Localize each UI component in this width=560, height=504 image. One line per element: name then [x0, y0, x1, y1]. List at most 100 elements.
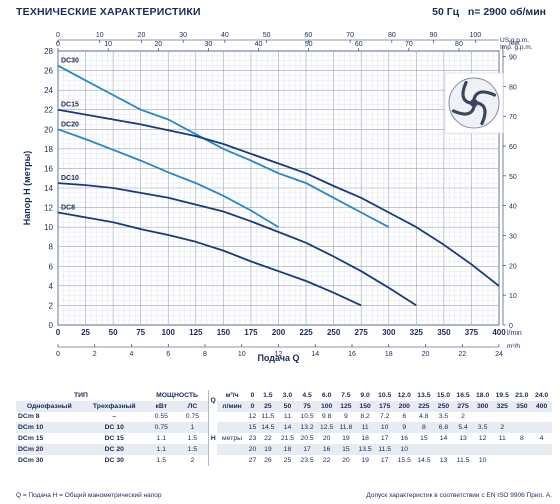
page-header: ТЕХНИЧЕСКИЕ ХАРАКТЕРИСТИКИ 50 Гц n= 2900… [16, 6, 546, 20]
m3h-tick-label: 10 [238, 351, 246, 358]
q-m3h-value: 4.5 [302, 391, 312, 399]
imp-gpm-tick-label: 10 [104, 41, 112, 48]
head-value [512, 443, 532, 455]
page-footer: Q = Подача H = Общий манометрический нап… [16, 492, 552, 502]
m3h-tick-label: 18 [385, 351, 393, 358]
h-label: H [208, 411, 218, 466]
x-unit-label: l/min [507, 330, 522, 337]
x-tick-label: 375 [465, 328, 479, 337]
head-value: 12 [478, 435, 487, 443]
q-lmin-value: 0 [246, 400, 259, 412]
q-lmin-value: 350 [512, 400, 532, 412]
x-axis-title: Подача Q [257, 353, 299, 363]
impeller-blade [472, 90, 497, 101]
head-value: 14 [277, 422, 298, 434]
power-hp: 2 [190, 456, 195, 464]
feet-tick-label: 20 [509, 263, 517, 270]
power-kw: 1.1 [156, 435, 166, 443]
model-single-phase: DCm 15 [18, 435, 44, 443]
q-lmin-value: 200 [394, 400, 415, 412]
head-value: 14 [439, 435, 448, 443]
table-row: DCm 10 DC 10 0.75 1 15 14.5 14 13.2 12.5 11.8 11 10… [16, 422, 552, 434]
head-value: 27 [248, 456, 257, 464]
q-lmin-value: 325 [492, 400, 513, 412]
imp-gpm-tick-label: 60 [355, 41, 363, 48]
q-m3h-value: 16.5 [456, 391, 470, 399]
curve-dc10 [57, 182, 417, 307]
head-value: 9.8 [321, 413, 332, 421]
head-value: 11 [283, 413, 291, 421]
head-value: 11.5 [261, 413, 275, 421]
m3h-tick-label: 6 [166, 351, 170, 358]
model-three-phase: DC 10 [82, 422, 146, 434]
y-tick-label: 18 [44, 145, 53, 154]
type-header: ТИП [73, 391, 88, 399]
model-three-phase: DC 30 [104, 456, 124, 464]
model-three-phase: DC 15 [104, 435, 124, 443]
feet-tick-label: 50 [509, 174, 517, 181]
head-value: 13.2 [297, 422, 317, 434]
h-units [217, 412, 247, 423]
q-m3h-value: 13.5 [417, 391, 431, 399]
imp-gpm-unit-label: Imp. g.p.m. [500, 44, 533, 51]
kw-header: кВт [145, 400, 177, 412]
footer-legend: Q = Подача H = Общий манометрический нап… [16, 492, 162, 499]
head-value: 23.5 [300, 456, 314, 464]
us-gpm-tick-label: 80 [388, 32, 396, 39]
q-m3h-value: 0 [250, 391, 255, 399]
head-value: 2 [492, 422, 513, 434]
h-units: метры [222, 435, 243, 443]
head-value: 10 [478, 456, 487, 464]
head-value: 10 [374, 422, 395, 434]
x-tick-label: 250 [327, 328, 341, 337]
head-value: 26 [264, 456, 272, 464]
imp-gpm-tick-label: 80 [455, 41, 463, 48]
head-value: 8 [519, 435, 524, 443]
y-tick-label: 6 [49, 262, 54, 271]
head-value: 14.5 [258, 422, 278, 434]
head-value: 16 [316, 443, 337, 455]
imp-gpm-tick-label: 40 [255, 41, 263, 48]
head-value: 13 [459, 435, 467, 443]
power-hp: 1.5 [187, 435, 198, 443]
x-tick-label: 350 [437, 328, 451, 337]
power-hp: 1 [176, 422, 209, 434]
us-gpm-tick-label: 0 [56, 32, 60, 39]
head-value: 19 [258, 443, 278, 455]
model-single-phase: DCm 8 [18, 413, 40, 421]
head-value: 8.2 [360, 413, 370, 421]
x-tick-label: 200 [272, 328, 286, 337]
feet-unit-label: feet [509, 40, 520, 47]
power-kw: 0.55 [154, 413, 168, 421]
head-value: 19 [361, 456, 369, 464]
head-value: 20.5 [300, 435, 314, 443]
impeller-blade [451, 105, 476, 116]
table-row: DCm 15 DC 15 1.1 1.5 метры 23 22 21.5 20.5 20 19 18… [16, 433, 552, 444]
x-tick-label: 100 [162, 328, 176, 337]
head-value: 25 [283, 456, 292, 464]
q-unit-lmin: л/мин [217, 400, 247, 412]
y-tick-label: 22 [44, 106, 53, 115]
impeller-hub [470, 99, 478, 107]
q-lmin-value: 50 [277, 400, 298, 412]
q-lmin-value: 275 [453, 400, 473, 412]
y-tick-label: 0 [49, 321, 54, 330]
m3h-tick-label: 14 [311, 351, 319, 358]
y-tick-label: 2 [49, 301, 54, 310]
head-value: 17 [380, 435, 389, 443]
head-value [532, 455, 552, 466]
model-three-phase: – [112, 413, 117, 421]
model-three-phase: DC 20 [82, 443, 146, 455]
head-value [473, 412, 493, 423]
head-value: 12 [248, 413, 257, 421]
power-header: МОЩНОСТЬ [156, 391, 198, 399]
feet-tick-label: 10 [509, 293, 517, 300]
us-gpm-tick-label: 30 [179, 32, 187, 39]
head-value [492, 412, 512, 423]
x-tick-label: 125 [189, 328, 203, 337]
us-gpm-tick-label: 100 [469, 32, 481, 39]
q-lmin-value: 175 [374, 400, 395, 412]
us-gpm-tick-label: 90 [430, 32, 438, 39]
head-value: 11 [498, 435, 506, 443]
